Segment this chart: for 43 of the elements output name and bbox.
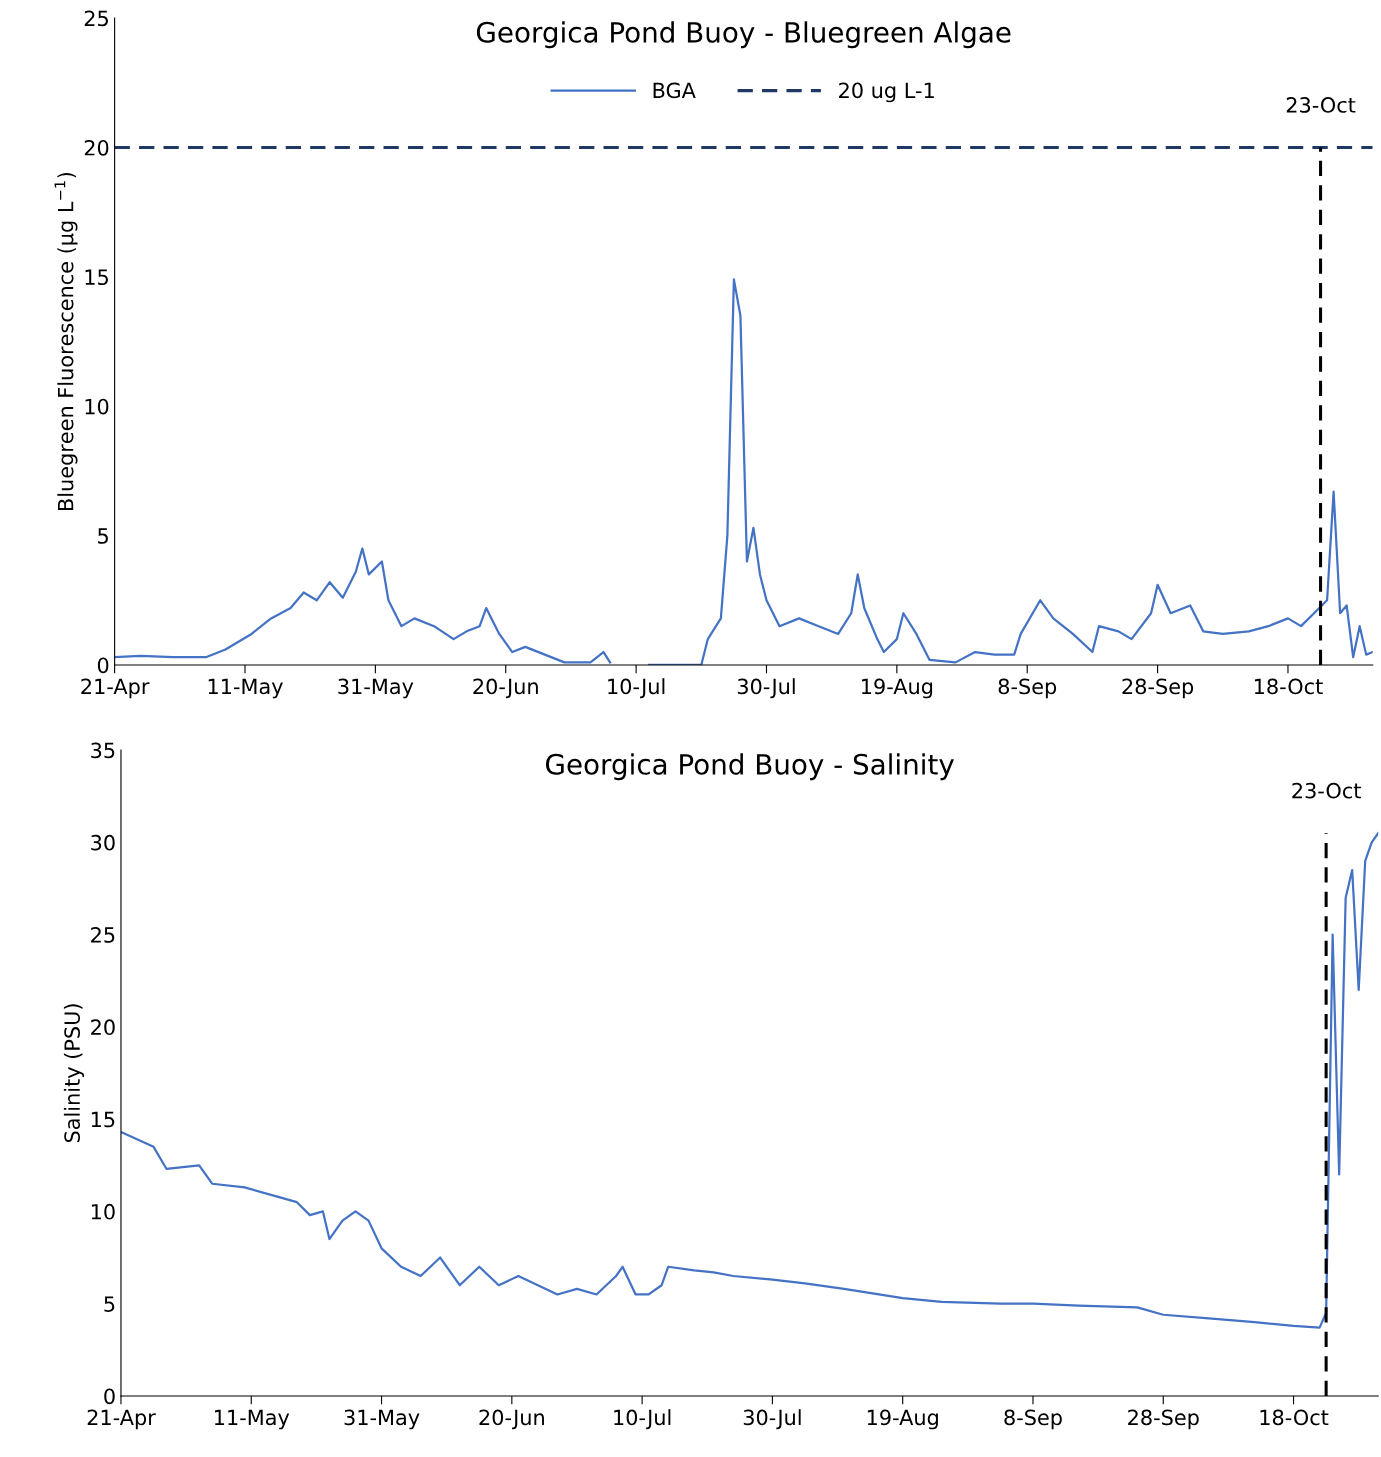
x-tick-label: 31-May bbox=[344, 1409, 420, 1430]
x-tick-label: 8-Sep bbox=[1004, 1409, 1062, 1430]
x-tick-label: 10-Jul bbox=[614, 1409, 671, 1430]
y-tick-label: 0 bbox=[104, 1388, 115, 1405]
x-tick-label: 8-Sep bbox=[998, 678, 1057, 699]
x-tick-label: 20-Jun bbox=[479, 1409, 544, 1430]
ref-line-label: 23-Oct bbox=[1286, 97, 1356, 113]
ref-line-label: 23-Oct bbox=[1292, 782, 1361, 799]
y-tick-label: 25 bbox=[91, 927, 115, 943]
line-series bbox=[120, 832, 1379, 1329]
y-tick-label: 20 bbox=[91, 1019, 115, 1036]
x-tick-label: 28-Sep bbox=[1128, 1409, 1199, 1430]
x-tick-label: 18-Oct bbox=[1260, 1409, 1329, 1426]
chart-title: Georgica Pond Buoy - Bluegreen Algae bbox=[476, 21, 1011, 49]
x-tick-label: 19-Aug bbox=[862, 678, 933, 699]
x-tick-label: 11-May bbox=[215, 1409, 290, 1430]
x-tick-label: 10-Jul bbox=[608, 678, 665, 699]
x-tick-label: 11-May bbox=[208, 678, 283, 699]
y-tick-label: 5 bbox=[104, 1296, 115, 1312]
x-tick-label: 28-Sep bbox=[1122, 678, 1194, 699]
y-axis-title: Salinity (PSU) bbox=[63, 1004, 85, 1143]
chart-title: Georgica Pond Buoy - Salinity bbox=[545, 753, 954, 781]
y-tick-label: 30 bbox=[91, 834, 115, 851]
y-tick-label: 5 bbox=[98, 528, 108, 544]
y-tick-label: 15 bbox=[85, 269, 108, 286]
x-tick-label: 21-Apr bbox=[87, 1409, 156, 1430]
y-tick-label: 0 bbox=[97, 657, 109, 674]
y-tick-label: 25 bbox=[84, 10, 108, 27]
x-tick-label: 30-Jul bbox=[737, 678, 795, 699]
legend-label: BGA bbox=[653, 82, 696, 99]
x-tick-label: 20-Jun bbox=[473, 678, 538, 699]
legend-label: 20 ug L-1 bbox=[839, 82, 934, 103]
y-tick-label: 15 bbox=[91, 1111, 115, 1128]
y-tick-label: 10 bbox=[85, 398, 109, 415]
y-tick-label: 10 bbox=[91, 1203, 115, 1220]
x-tick-label: 18-Oct bbox=[1254, 678, 1323, 695]
y-axis-title: Bluegreen Fluorescence (µg L$^{−1}$) bbox=[54, 172, 78, 510]
y-tick-label: 35 bbox=[91, 742, 115, 759]
x-tick-label: 21-Apr bbox=[81, 678, 150, 699]
x-tick-label: 19-Aug bbox=[867, 1409, 938, 1430]
x-tick-label: 31-May bbox=[338, 678, 414, 699]
x-tick-label: 30-Jul bbox=[743, 1409, 801, 1430]
y-tick-label: 20 bbox=[84, 139, 109, 156]
